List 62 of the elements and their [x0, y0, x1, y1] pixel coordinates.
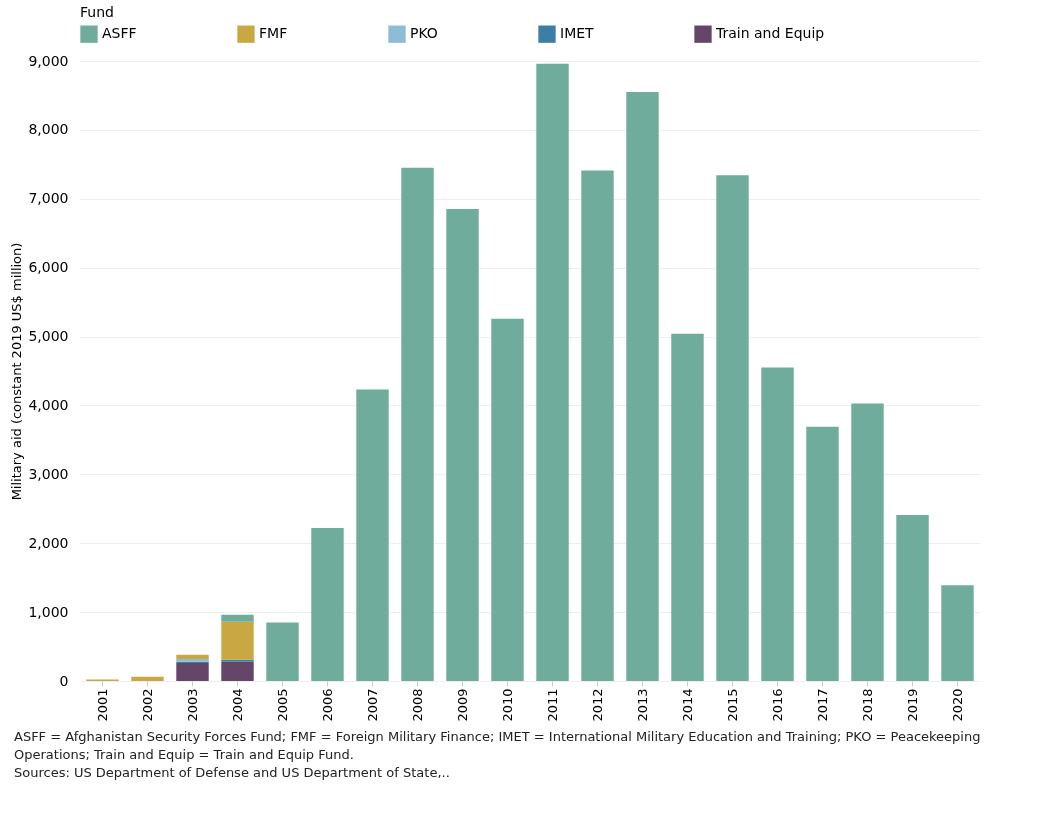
- y-tick-label: 1,000: [28, 603, 69, 620]
- x-tick-label: 2019: [904, 688, 920, 722]
- bar: [806, 426, 839, 681]
- bar: [311, 528, 344, 681]
- x-tick-label: 2018: [859, 688, 875, 722]
- x-tick-label: 2020: [949, 688, 965, 722]
- x-tick-label: 2014: [679, 688, 695, 722]
- y-tick-label: 4,000: [28, 396, 69, 413]
- bar: [626, 92, 659, 681]
- y-tick-label: 9,000: [28, 52, 69, 69]
- bar: [446, 209, 479, 681]
- x-tick-label: 2003: [184, 688, 200, 722]
- source-note: Sources: US Department of Defense and US Department of State,..: [14, 764, 451, 782]
- bar: [356, 389, 389, 681]
- y-tick-label: 8,000: [28, 121, 69, 138]
- legend-title: Fund: [80, 4, 114, 20]
- bar: [401, 167, 434, 681]
- x-tick-label: 2009: [454, 688, 470, 722]
- x-tick-label: 2005: [274, 688, 290, 722]
- x-tick-label: 2016: [769, 688, 785, 722]
- text: ASFF = Afghanistan Security Forces Fund; FMF = Foreign Military Finance; IMET = International Military Education and Training; PKO = Peacekeeping Operations; Train and Equip = Train and Equip Fund.: [14, 728, 982, 764]
- x-tick-label: 2004: [229, 688, 245, 722]
- x-tick-label: 2017: [814, 688, 830, 722]
- bar: [176, 654, 209, 659]
- x-tick-label: 2010: [499, 688, 515, 722]
- bar: [851, 403, 884, 681]
- x-tick-label: 2012: [589, 688, 605, 722]
- x-tick-label: 2013: [634, 688, 650, 722]
- y-tick-label: 3,000: [28, 465, 69, 482]
- x-tick-label: 2002: [139, 688, 155, 722]
- bar: [491, 318, 524, 681]
- legend-label: Train and Equip: [715, 25, 825, 42]
- bar: [221, 661, 254, 681]
- bar: [536, 63, 569, 681]
- x-tick-label: 2007: [364, 688, 380, 722]
- bar: [131, 676, 164, 681]
- y-tick-label: 6,000: [28, 259, 69, 276]
- x-tick-label: 2011: [544, 688, 560, 722]
- x-tick-label: 2006: [319, 688, 335, 722]
- legend-label: IMET: [560, 25, 595, 42]
- bar: [761, 367, 794, 681]
- legend-label: PKO: [410, 25, 438, 42]
- bar: [671, 333, 704, 681]
- bar: [176, 663, 209, 681]
- legend-label: FMF: [259, 25, 288, 42]
- bar: [221, 614, 254, 622]
- x-tick-label: 2001: [94, 688, 110, 722]
- bar: [896, 514, 929, 681]
- y-tick-label: 0: [59, 672, 69, 689]
- bar: [221, 621, 254, 660]
- y-tick-label: 7,000: [28, 190, 69, 207]
- bar: [581, 170, 614, 681]
- legend-label: ASFF: [102, 25, 137, 42]
- bar: [716, 175, 749, 681]
- y-tick-label: 2,000: [28, 534, 69, 551]
- y-tick-label: 5,000: [28, 328, 69, 345]
- x-tick-label: 2015: [724, 688, 740, 722]
- bar: [221, 659, 254, 662]
- y-axis-title: Military aid (constant 2019 US$ million): [9, 242, 25, 501]
- bar: [941, 585, 974, 681]
- x-tick-label: 2008: [409, 688, 425, 722]
- bar: [266, 622, 299, 681]
